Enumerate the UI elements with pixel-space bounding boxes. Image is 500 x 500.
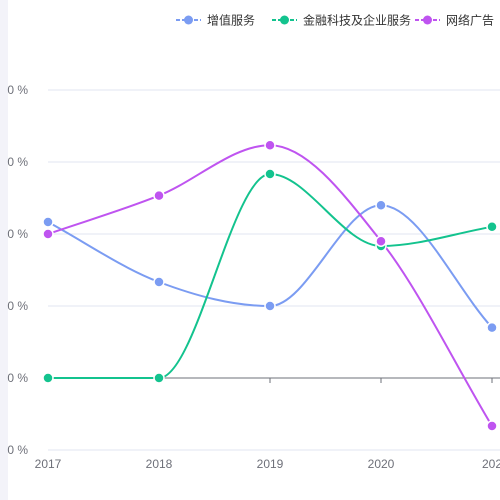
legend-item[interactable]: 增值服务	[176, 13, 255, 28]
data-point[interactable]	[375, 235, 387, 247]
legend-swatch-dot	[184, 15, 193, 25]
legend-item[interactable]: 金融科技及企业服务	[272, 13, 411, 28]
x-tick-label: 2019	[257, 457, 284, 471]
data-point[interactable]	[264, 168, 276, 180]
x-tick-label: 202	[482, 457, 500, 471]
y-tick-label: 0 %	[7, 83, 28, 97]
legend-label: 金融科技及企业服务	[303, 13, 411, 28]
series-line-0	[47, 204, 493, 329]
legend-swatch-dot	[423, 15, 432, 25]
data-point[interactable]	[264, 139, 276, 151]
legend-item[interactable]: 网络广告	[415, 13, 494, 28]
data-point[interactable]	[42, 228, 54, 240]
y-tick-label: 0 %	[7, 299, 28, 313]
data-point[interactable]	[153, 276, 165, 288]
series-points[interactable]	[42, 139, 498, 432]
data-point[interactable]	[42, 372, 54, 384]
x-tick-label: 2020	[368, 457, 395, 471]
legend-label: 增值服务	[207, 13, 255, 28]
x-axis: 2017 2018 2019 2020 202	[35, 377, 500, 471]
legend[interactable]: 增值服务 金融科技及企业服务 网络广告	[176, 13, 494, 28]
data-point[interactable]	[153, 189, 165, 202]
series-line-2	[47, 144, 493, 427]
x-tick-label: 2018	[146, 457, 173, 471]
y-axis-tick-labels: 0 % 0 % 0 % 0 % 0 % 0 %	[7, 83, 28, 457]
data-point[interactable]	[375, 199, 387, 211]
y-tick-label: 0 %	[7, 371, 28, 385]
y-tick-label: 0 %	[7, 443, 28, 457]
legend-label: 网络广告	[446, 13, 494, 28]
data-point[interactable]	[486, 221, 498, 233]
legend-swatch-dot	[280, 15, 289, 25]
series-line-1	[47, 172, 493, 380]
series-lines	[47, 144, 493, 427]
y-tick-label: 0 %	[7, 227, 28, 241]
left-edge-strip	[0, 0, 8, 500]
data-point[interactable]	[486, 420, 498, 432]
y-tick-label: 0 %	[7, 155, 28, 169]
x-tick-label: 2017	[35, 457, 62, 471]
data-point[interactable]	[42, 216, 54, 228]
data-point[interactable]	[264, 300, 276, 312]
data-point[interactable]	[153, 372, 165, 384]
data-point[interactable]	[486, 321, 498, 334]
